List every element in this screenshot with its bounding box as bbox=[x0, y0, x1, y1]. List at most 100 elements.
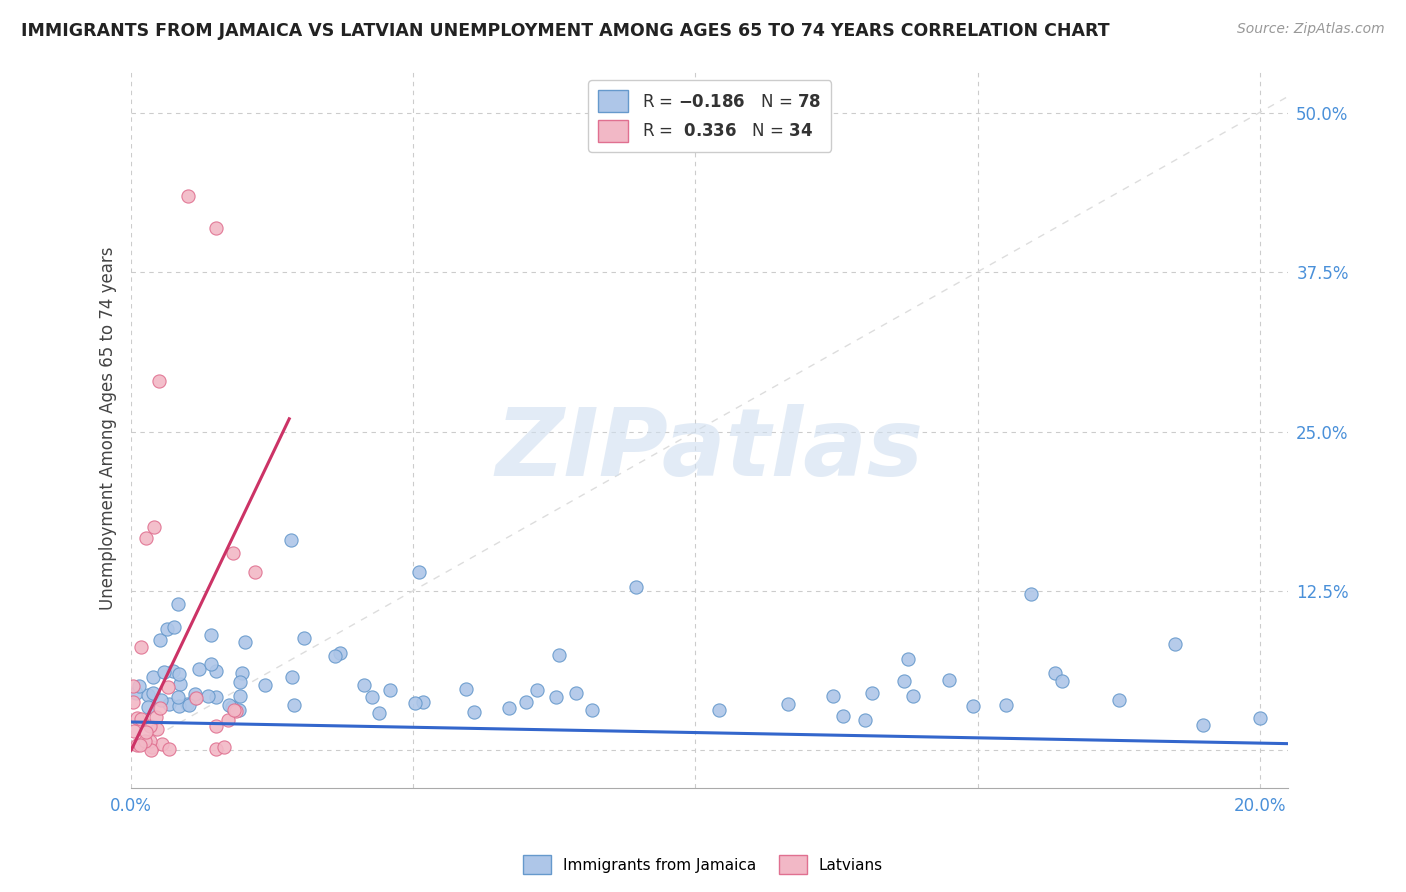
Point bbox=[122, 679, 145, 693]
Point bbox=[581, 702, 603, 716]
Point bbox=[412, 695, 434, 709]
Point bbox=[162, 665, 184, 679]
Point bbox=[229, 690, 252, 704]
Point bbox=[149, 633, 172, 648]
Point bbox=[280, 533, 302, 548]
Point bbox=[228, 674, 250, 689]
Point bbox=[149, 693, 172, 707]
Point bbox=[378, 682, 401, 697]
Point bbox=[204, 690, 226, 704]
Point bbox=[169, 676, 191, 690]
Point bbox=[146, 722, 169, 736]
Point bbox=[157, 680, 180, 694]
Point bbox=[157, 742, 180, 756]
Point bbox=[222, 702, 245, 716]
Point bbox=[231, 665, 253, 680]
Point bbox=[205, 718, 228, 732]
Point bbox=[938, 673, 960, 688]
Point bbox=[156, 622, 179, 636]
Point bbox=[163, 620, 186, 634]
Point bbox=[121, 695, 143, 709]
Point bbox=[176, 189, 198, 203]
Point bbox=[205, 741, 228, 756]
Point bbox=[125, 686, 148, 700]
Point bbox=[188, 662, 211, 676]
Point bbox=[136, 700, 159, 714]
Point bbox=[853, 713, 876, 727]
Point bbox=[134, 734, 156, 748]
Point bbox=[212, 740, 235, 755]
Point bbox=[200, 657, 222, 672]
Point bbox=[515, 696, 537, 710]
Point bbox=[463, 705, 485, 719]
Point bbox=[454, 681, 477, 696]
Point bbox=[1192, 718, 1215, 732]
Point bbox=[129, 738, 152, 752]
Point bbox=[167, 690, 190, 704]
Point bbox=[368, 706, 391, 720]
Point bbox=[200, 628, 222, 642]
Point bbox=[294, 631, 316, 645]
Point bbox=[404, 696, 426, 710]
Legend: Immigrants from Jamaica, Latvians: Immigrants from Jamaica, Latvians bbox=[517, 849, 889, 880]
Point bbox=[142, 671, 165, 685]
Point bbox=[142, 686, 165, 700]
Point bbox=[893, 673, 915, 688]
Point bbox=[127, 738, 149, 752]
Point bbox=[225, 705, 247, 719]
Point bbox=[548, 648, 571, 662]
Point bbox=[150, 737, 173, 751]
Point bbox=[823, 689, 845, 703]
Point bbox=[323, 648, 346, 663]
Point bbox=[360, 690, 382, 705]
Point bbox=[149, 701, 172, 715]
Point bbox=[1249, 711, 1271, 725]
Point bbox=[498, 701, 520, 715]
Point bbox=[544, 690, 567, 705]
Point bbox=[217, 713, 239, 727]
Point bbox=[254, 678, 277, 692]
Point bbox=[153, 665, 176, 679]
Point bbox=[139, 719, 162, 733]
Point bbox=[962, 698, 984, 713]
Point bbox=[148, 374, 170, 388]
Point bbox=[901, 689, 924, 703]
Point bbox=[145, 709, 167, 723]
Point bbox=[245, 565, 267, 579]
Point bbox=[136, 688, 159, 702]
Point bbox=[283, 698, 305, 713]
Point bbox=[129, 640, 152, 655]
Point bbox=[205, 664, 228, 678]
Point bbox=[184, 690, 207, 705]
Point bbox=[832, 708, 855, 723]
Point bbox=[166, 597, 188, 611]
Point bbox=[233, 634, 256, 648]
Point bbox=[177, 698, 200, 712]
Y-axis label: Unemployment Among Ages 65 to 74 years: Unemployment Among Ages 65 to 74 years bbox=[100, 246, 117, 610]
Point bbox=[565, 686, 588, 700]
Point bbox=[169, 667, 191, 681]
Point bbox=[125, 711, 148, 725]
Point bbox=[897, 651, 920, 665]
Point bbox=[184, 686, 207, 700]
Point bbox=[197, 689, 219, 703]
Point bbox=[176, 697, 198, 711]
Point bbox=[408, 565, 430, 579]
Point bbox=[135, 531, 157, 545]
Point bbox=[141, 743, 163, 757]
Point bbox=[157, 697, 180, 711]
Point bbox=[135, 724, 157, 739]
Point bbox=[626, 580, 648, 594]
Point bbox=[228, 703, 250, 717]
Point bbox=[280, 670, 302, 684]
Point bbox=[218, 698, 240, 712]
Point bbox=[329, 646, 352, 660]
Point bbox=[221, 700, 243, 714]
Point bbox=[526, 683, 548, 698]
Point bbox=[167, 698, 190, 713]
Point bbox=[353, 678, 375, 692]
Legend: R = $\mathbf{-0.186}$   N = $\mathbf{78}$, R = $\mathbf{\ 0.336}$   N = $\mathbf: R = $\mathbf{-0.186}$ N = $\mathbf{78}$,… bbox=[588, 80, 831, 152]
Point bbox=[1050, 673, 1073, 688]
Point bbox=[1108, 692, 1130, 706]
Point bbox=[1019, 587, 1042, 601]
